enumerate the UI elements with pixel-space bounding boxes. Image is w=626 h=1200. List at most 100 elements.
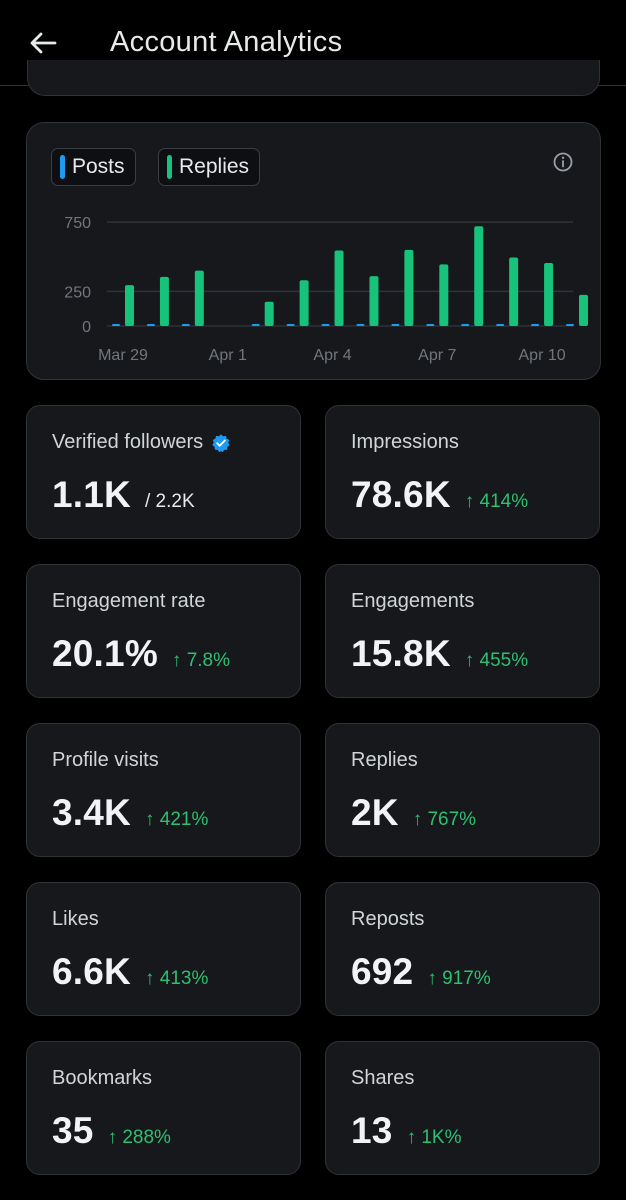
bar-posts-13[interactable] (566, 324, 574, 326)
stat-label: Verified followers (52, 431, 231, 454)
stat-value: 13 (351, 1110, 393, 1151)
page-title: Account Analytics (110, 26, 343, 58)
stat-value: 20.1% (52, 633, 158, 674)
verified-badge-icon (212, 433, 230, 452)
stat-change: ↑ 455% (464, 650, 529, 671)
stat-label-text: Bookmarks (52, 1067, 153, 1089)
bar-replies-5[interactable] (299, 280, 309, 326)
x-tick-label: Apr 10 (519, 347, 566, 364)
bar-posts-2[interactable] (181, 324, 190, 326)
bar-posts-11[interactable] (496, 324, 505, 326)
bar-replies-0[interactable] (125, 285, 134, 326)
back-button[interactable] (22, 22, 64, 64)
y-tick-label: 750 (64, 215, 91, 232)
stat-value: 692 (351, 951, 414, 992)
stat-label-text: Shares (351, 1067, 415, 1089)
bar-replies-11[interactable] (509, 257, 519, 326)
stat-label-text: Profile visits (52, 749, 159, 771)
stat-value: 1.1K (52, 474, 131, 515)
x-tick-label: Apr 4 (313, 347, 351, 364)
stat-label: Reposts (351, 908, 424, 931)
bar-replies-9[interactable] (439, 264, 449, 326)
bar-replies-12[interactable] (544, 263, 554, 326)
stat-value-row: 6.6K ↑ 413% (52, 951, 208, 993)
stat-card-replies[interactable]: Replies 2K ↑ 767% (325, 723, 600, 857)
bar-posts-6[interactable] (321, 324, 330, 326)
arrow-left-icon (30, 32, 57, 54)
stat-change: ↑ 7.8% (171, 650, 231, 671)
stat-value: 6.6K (52, 951, 131, 992)
stat-change: ↑ 413% (144, 968, 209, 989)
bar-posts-7[interactable] (356, 324, 365, 326)
legend-replies-label: Replies (179, 155, 250, 178)
bar-posts-9[interactable] (426, 324, 435, 326)
stat-value-row: 35 ↑ 288% (52, 1110, 171, 1152)
stat-label-text: Verified followers (52, 431, 204, 453)
bar-replies-4[interactable] (264, 301, 274, 326)
stat-card-likes[interactable]: Likes 6.6K ↑ 413% (26, 882, 301, 1016)
stat-label: Likes (52, 908, 99, 931)
bar-posts-4[interactable] (251, 324, 260, 326)
x-tick-label: Apr 7 (418, 347, 456, 364)
posts-swatch (60, 155, 65, 179)
stat-change: ↑ 917% (427, 968, 491, 989)
bar-replies-6[interactable] (334, 250, 344, 326)
stat-label: Profile visits (52, 749, 159, 772)
bar-chart: 0 250 750 Mar 29 Apr 1 Apr 4 Apr 7 Apr 10 (64, 215, 588, 364)
stat-change: ↑ 414% (464, 491, 529, 512)
bar-posts-10[interactable] (461, 324, 470, 326)
stat-label: Shares (351, 1067, 414, 1090)
stat-card-reposts[interactable]: Reposts 692 ↑ 917% (325, 882, 600, 1016)
replies-swatch (167, 155, 172, 179)
stat-label-text: Engagement rate (52, 590, 206, 612)
stat-change: ↑ 767% (412, 809, 477, 830)
stat-value-row: 692 ↑ 917% (351, 951, 491, 993)
stat-total: / 2.2K (144, 491, 195, 512)
stat-value: 35 (52, 1110, 94, 1151)
stat-card-profile-visits[interactable]: Profile visits 3.4K ↑ 421% (26, 723, 301, 857)
stat-label: Impressions (351, 431, 459, 454)
stat-change: ↑ 1K% (406, 1127, 462, 1148)
bar-replies-7[interactable] (369, 276, 379, 326)
stat-change: ↑ 421% (144, 809, 209, 830)
bar-posts-0[interactable] (112, 324, 120, 326)
bar-replies-13[interactable] (579, 294, 588, 326)
stat-value-row: 20.1% ↑ 7.8% (52, 633, 230, 675)
stat-card-impressions[interactable]: Impressions 78.6K ↑ 414% (325, 405, 600, 539)
stat-label: Replies (351, 749, 418, 772)
stat-card-engagements[interactable]: Engagements 15.8K ↑ 455% (325, 564, 600, 698)
stat-value-row: 3.4K ↑ 421% (52, 792, 208, 834)
info-icon[interactable] (552, 151, 574, 173)
stat-value-row: 1.1K / 2.2K (52, 474, 195, 516)
stat-value: 78.6K (351, 474, 451, 515)
bar-replies-10[interactable] (474, 226, 484, 326)
legend-posts[interactable]: Posts (51, 148, 136, 186)
stat-card-verified-followers[interactable]: Verified followers 1.1K / 2.2K (26, 405, 301, 539)
stat-card-shares[interactable]: Shares 13 ↑ 1K% (325, 1041, 600, 1175)
stat-change: ↑ 288% (107, 1127, 171, 1148)
bar-posts-5[interactable] (286, 324, 295, 326)
bar-posts-8[interactable] (391, 324, 400, 326)
stat-value: 3.4K (52, 792, 131, 833)
bar-replies-2[interactable] (194, 270, 204, 326)
stat-card-bookmarks[interactable]: Bookmarks 35 ↑ 288% (26, 1041, 301, 1175)
stat-label-text: Impressions (351, 431, 459, 453)
stat-label-text: Replies (351, 749, 418, 771)
legend-posts-label: Posts (72, 155, 125, 178)
legend-replies[interactable]: Replies (158, 148, 261, 186)
chart-card: Posts Replies 0 250 750 Mar 29 Apr 1 Apr 4 Apr… (26, 122, 601, 380)
bar-replies-8[interactable] (404, 249, 414, 326)
stat-value-row: 78.6K ↑ 414% (351, 474, 528, 516)
bar-replies-1[interactable] (159, 276, 169, 326)
stat-value-row: 13 ↑ 1K% (351, 1110, 461, 1152)
stat-label-text: Engagements (351, 590, 475, 612)
bar-posts-1[interactable] (146, 324, 155, 326)
bar-posts-12[interactable] (531, 324, 540, 326)
x-tick-label: Apr 1 (209, 347, 247, 364)
y-tick-label: 0 (82, 319, 91, 336)
stat-label-text: Likes (52, 908, 99, 930)
stat-value: 15.8K (351, 633, 451, 674)
stat-label-text: Reposts (351, 908, 425, 930)
stat-label: Engagement rate (52, 590, 205, 613)
stat-card-engagement-rate[interactable]: Engagement rate 20.1% ↑ 7.8% (26, 564, 301, 698)
